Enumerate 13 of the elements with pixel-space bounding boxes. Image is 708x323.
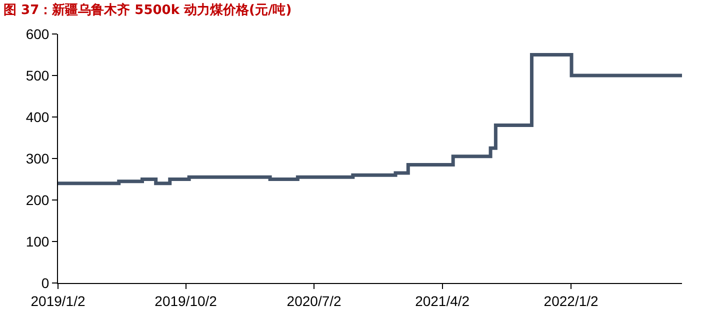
y-tick-label: 100: [26, 233, 50, 250]
x-tick-label: 2020/7/2: [286, 292, 342, 309]
y-tick-label: 500: [26, 67, 50, 84]
y-tick-label: 200: [26, 192, 50, 208]
x-tick-label: 2019/10/2: [154, 292, 218, 309]
chart-title: 图 37：新疆乌鲁木齐 5500k 动力煤价格(元/吨): [4, 2, 292, 18]
y-tick-label: 600: [26, 26, 50, 42]
y-tick-label: 400: [26, 108, 50, 125]
x-tick-label: 2019/1/2: [30, 292, 86, 309]
y-tick-label: 0: [41, 274, 50, 291]
x-tick-label: 2022/1/2: [544, 292, 599, 309]
y-tick-label: 300: [26, 150, 50, 166]
x-tick-label: 2021/4/2: [415, 292, 470, 309]
